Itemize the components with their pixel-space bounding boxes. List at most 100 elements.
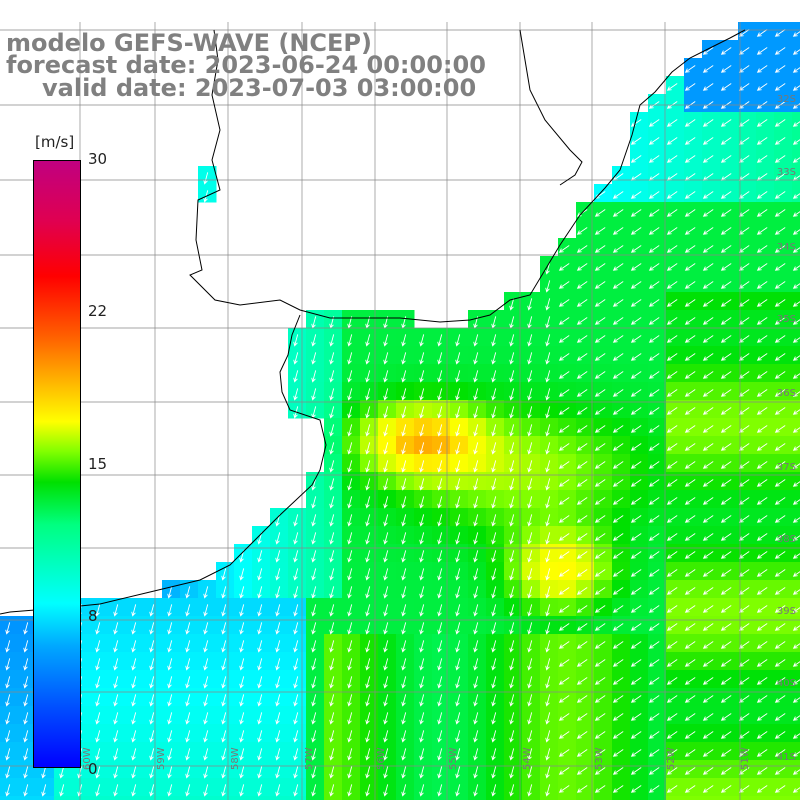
wind-arrow bbox=[774, 317, 786, 325]
wind-arrow bbox=[365, 514, 371, 527]
wind-arrow bbox=[347, 784, 353, 797]
wind-arrow bbox=[612, 371, 624, 379]
wind-arrow bbox=[545, 658, 551, 671]
wind-cell bbox=[792, 724, 800, 743]
wind-arrow bbox=[293, 640, 299, 653]
wind-arrow bbox=[491, 640, 497, 653]
wind-arrow bbox=[347, 730, 353, 743]
wind-arrow bbox=[203, 748, 209, 761]
wind-arrow bbox=[738, 245, 750, 253]
wind-arrow bbox=[756, 623, 768, 631]
wind-arrow bbox=[612, 605, 624, 613]
wind-arrow bbox=[720, 713, 732, 721]
wind-arrow bbox=[666, 623, 678, 631]
wind-arrow bbox=[648, 119, 660, 127]
wind-arrow bbox=[792, 157, 800, 163]
wind-arrow bbox=[527, 604, 533, 617]
wind-arrow bbox=[666, 299, 678, 307]
wind-arrow bbox=[684, 515, 696, 523]
wind-arrow bbox=[702, 641, 714, 649]
wind-arrow bbox=[491, 568, 497, 581]
wind-arrow bbox=[666, 659, 678, 667]
wind-cell bbox=[792, 472, 800, 491]
wind-arrow bbox=[221, 748, 227, 761]
wind-arrow bbox=[113, 766, 119, 779]
wind-arrow bbox=[630, 443, 642, 451]
wind-arrow bbox=[455, 676, 461, 689]
wind-arrow bbox=[5, 766, 11, 779]
wind-arrow bbox=[774, 119, 786, 127]
wind-arrow bbox=[149, 604, 155, 617]
wind-arrow bbox=[756, 263, 768, 271]
wind-arrow bbox=[792, 643, 800, 649]
wind-arrow bbox=[131, 676, 137, 689]
wind-arrow bbox=[347, 658, 353, 671]
wind-arrow bbox=[383, 676, 389, 689]
wind-cell bbox=[324, 796, 343, 800]
wind-arrow bbox=[630, 677, 642, 685]
wind-arrow bbox=[720, 677, 732, 685]
wind-arrow bbox=[239, 712, 245, 725]
wind-arrow bbox=[612, 785, 624, 793]
wind-arrow bbox=[738, 299, 750, 307]
wind-arrow bbox=[473, 460, 479, 473]
wind-arrow bbox=[347, 334, 353, 347]
wind-arrow bbox=[383, 658, 389, 671]
wind-arrow bbox=[95, 748, 101, 761]
wind-arrow bbox=[203, 676, 209, 689]
wind-arrow bbox=[612, 353, 624, 361]
wind-arrow bbox=[365, 496, 371, 509]
wind-arrow bbox=[684, 263, 696, 271]
wind-arrow bbox=[527, 424, 533, 437]
wind-arrow bbox=[774, 29, 786, 37]
wind-arrow bbox=[612, 497, 624, 505]
wind-arrow bbox=[720, 533, 732, 541]
wind-arrow bbox=[612, 263, 624, 271]
wind-arrow bbox=[702, 533, 714, 541]
wind-arrow bbox=[630, 371, 642, 379]
wind-arrow bbox=[275, 568, 281, 581]
wind-arrow bbox=[720, 137, 732, 145]
wind-arrow bbox=[648, 479, 660, 487]
wind-arrow bbox=[558, 353, 570, 361]
wind-arrow bbox=[95, 766, 101, 779]
wind-arrow bbox=[365, 640, 371, 653]
wind-arrow bbox=[383, 748, 389, 761]
wind-arrow bbox=[720, 623, 732, 631]
wind-arrow bbox=[509, 676, 515, 689]
la-plata-coast bbox=[0, 314, 327, 615]
wind-arrow bbox=[774, 443, 786, 451]
wind-arrow bbox=[239, 766, 245, 779]
wind-cell bbox=[792, 796, 800, 800]
colorbar-tick-8: 8 bbox=[88, 607, 98, 625]
wind-arrow bbox=[455, 388, 461, 401]
wind-arrow bbox=[401, 424, 407, 437]
wind-arrow bbox=[738, 65, 750, 73]
wind-arrow bbox=[527, 586, 533, 599]
wind-arrow bbox=[702, 353, 714, 361]
map-title-model: modelo GEFS-WAVE (NCEP) bbox=[6, 29, 372, 57]
wind-arrow bbox=[792, 661, 800, 667]
wind-arrow bbox=[792, 31, 800, 37]
wind-arrow bbox=[576, 389, 588, 397]
wind-arrow bbox=[756, 299, 768, 307]
wind-arrow bbox=[275, 748, 281, 761]
wind-arrow bbox=[455, 586, 461, 599]
wind-arrow bbox=[473, 712, 479, 725]
wind-arrow bbox=[558, 569, 570, 577]
wind-arrow bbox=[594, 299, 606, 307]
wind-arrow bbox=[666, 443, 678, 451]
wind-arrow bbox=[311, 496, 317, 509]
wind-arrow bbox=[95, 784, 101, 797]
wind-arrow bbox=[473, 658, 479, 671]
wind-arrow bbox=[455, 730, 461, 743]
wind-arrow bbox=[437, 694, 443, 707]
wind-arrow bbox=[203, 784, 209, 797]
wind-arrow bbox=[545, 298, 551, 311]
wind-arrow bbox=[720, 605, 732, 613]
wind-arrow bbox=[792, 589, 800, 595]
wind-arrow bbox=[221, 640, 227, 653]
wind-arrow bbox=[738, 389, 750, 397]
wind-arrow bbox=[612, 749, 624, 757]
wind-arrow bbox=[666, 191, 678, 199]
